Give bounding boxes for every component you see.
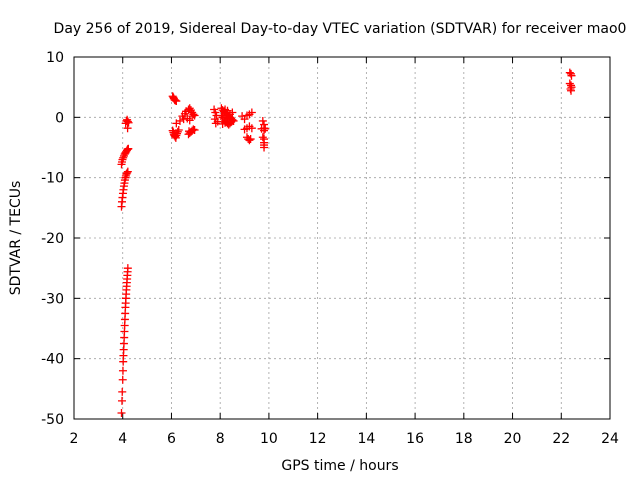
data-points (117, 68, 576, 417)
x-tick-label: 10 (260, 431, 278, 447)
y-tick-label: -50 (41, 412, 64, 428)
data-point (123, 124, 132, 133)
y-tick-labels: 10 0 -10 -20 -30 -40 -50 (41, 50, 64, 428)
data-point (122, 146, 131, 155)
data-point (172, 97, 181, 106)
x-tick-label: 16 (406, 431, 424, 447)
data-point (258, 133, 267, 142)
data-point (260, 143, 269, 152)
data-point (221, 118, 230, 127)
y-tick-label: 0 (55, 110, 64, 126)
x-tick-label: 14 (357, 431, 375, 447)
data-point (123, 167, 132, 176)
data-point (124, 144, 133, 153)
data-point (118, 387, 127, 396)
data-point (189, 110, 198, 119)
data-point (179, 115, 188, 124)
data-point (245, 136, 254, 145)
y-axis-label: SDTVAR / TECUs (8, 181, 24, 296)
x-tick-label: 22 (552, 431, 570, 447)
x-tick-label: 8 (216, 431, 225, 447)
data-point (117, 396, 126, 405)
y-tick-label: -10 (41, 171, 64, 187)
x-tick-label: 6 (167, 431, 176, 447)
data-point (247, 124, 256, 133)
axis-ticks (73, 56, 611, 420)
x-tick-label: 20 (504, 431, 522, 447)
y-tick-label: -20 (41, 231, 64, 247)
data-point (258, 116, 267, 125)
x-tick-label: 4 (118, 431, 127, 447)
data-point (184, 127, 193, 136)
x-tick-labels: 2 4 6 8 10 12 14 16 18 20 22 24 (70, 431, 619, 447)
data-point (565, 79, 574, 88)
x-axis-label: GPS time / hours (281, 458, 398, 474)
data-point (118, 366, 127, 375)
data-point (228, 116, 237, 125)
data-point (124, 118, 133, 127)
data-point (213, 117, 222, 126)
data-point (190, 126, 199, 135)
data-point (117, 408, 126, 417)
data-point (211, 119, 220, 128)
data-point (567, 86, 576, 95)
data-point (118, 375, 127, 384)
data-point (246, 135, 255, 144)
data-point (172, 131, 181, 140)
data-point (185, 104, 194, 113)
y-tick-label: 10 (46, 50, 64, 66)
data-point (261, 124, 270, 133)
data-point (175, 116, 184, 125)
grid (74, 57, 610, 419)
data-point (118, 155, 127, 164)
data-point (567, 71, 576, 80)
data-point (123, 168, 132, 177)
data-point (247, 108, 256, 117)
data-point (174, 126, 183, 135)
x-tick-label: 18 (455, 431, 473, 447)
data-point (223, 106, 232, 115)
x-tick-label: 12 (309, 431, 327, 447)
data-point (119, 153, 128, 162)
y-tick-label: -40 (41, 352, 64, 368)
data-point (185, 116, 194, 125)
x-tick-label: 2 (70, 431, 79, 447)
data-point (123, 264, 132, 273)
y-tick-label: -30 (41, 291, 64, 307)
chart-title: Day 256 of 2019, Sidereal Day-to-day VTE… (54, 21, 627, 37)
data-point (173, 129, 182, 138)
data-point (188, 112, 197, 121)
data-point (173, 127, 182, 136)
data-point (223, 114, 232, 123)
data-point (228, 108, 237, 117)
x-tick-label: 24 (601, 431, 619, 447)
